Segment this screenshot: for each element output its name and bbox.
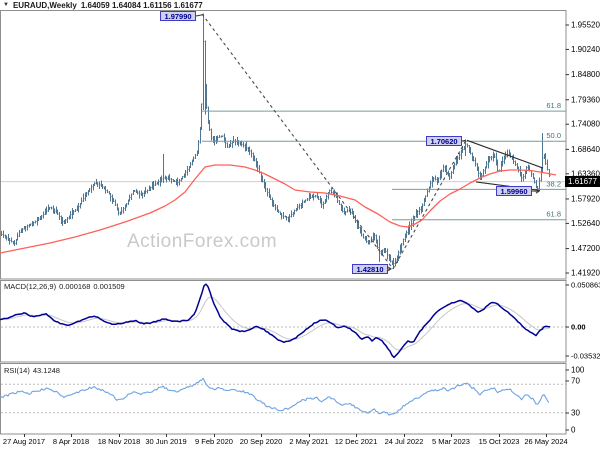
date-axis-label: 5 Mar 2023: [432, 437, 470, 446]
date-axis-label: 12 Dec 2021: [335, 437, 378, 446]
fib-level-label: 38.2: [546, 179, 561, 188]
macd-main-line: [0, 283, 551, 359]
price-axis-label: 1.68640: [571, 145, 600, 154]
dashed-trendline: [392, 140, 467, 270]
date-axis-label: 27 Aug 2017: [3, 437, 45, 446]
date-axis-label: 20 Sep 2020: [240, 437, 283, 446]
macd-signal-line: [0, 296, 551, 351]
rsi-line: [0, 377, 550, 416]
rsi-axis-label: 100: [571, 366, 585, 375]
flag-connector-arrow: [387, 266, 392, 272]
ohlc-values: 1.64059 1.64084 1.61156 1.61677: [80, 0, 203, 10]
rsi-panel-frame: [0, 363, 567, 435]
date-axis-label: 26 May 2024: [524, 437, 567, 446]
date-axis-label: 24 Jul 2022: [385, 437, 424, 446]
flag-connector-arrow: [535, 188, 540, 194]
moving-average-line: [0, 164, 557, 254]
macd-value-main: 0.000168: [59, 282, 91, 291]
rsi-name: RSI(14): [4, 366, 30, 375]
date-axis-label: 2 May 2021: [289, 437, 328, 446]
date-axis-label: 8 Apr 2018: [53, 437, 89, 446]
macd-indicator-label: MACD(12,26,9) 0.000168 0.001509: [4, 282, 128, 291]
price-flag-resistance[interactable]: 1.70620: [426, 136, 462, 146]
rsi-axis-label: 30: [571, 409, 580, 418]
rsi-value: 43.1248: [32, 366, 60, 375]
price-bar-close-ticks: [1, 40, 551, 264]
price-flag-low[interactable]: 1.42810: [352, 264, 388, 274]
price-axis-label: 1.90240: [571, 45, 600, 54]
watermark: ActionForex.com: [127, 231, 278, 252]
chart-header: ▼ EURAUD,Weekly 1.64059 1.64084 1.61156 …: [3, 0, 203, 10]
symbol-dropdown-icon[interactable]: ▼: [3, 2, 9, 8]
price-axis-label: 1.47200: [571, 244, 600, 253]
macd-panel-frame: [0, 280, 567, 363]
date-axis-label: 30 Jun 2019: [145, 437, 186, 446]
price-axis-label: 1.57920: [571, 194, 600, 203]
main-panel-frame: [0, 10, 567, 280]
price-axis-label: 1.41920: [571, 269, 600, 278]
fib-level-label: 50.0: [546, 131, 561, 140]
dashed-trendline: [201, 13, 394, 270]
price-axis-label: 1.74080: [571, 120, 600, 129]
flag-connector: [461, 139, 467, 142]
flag-connector: [195, 14, 203, 17]
price-axis-label: 1.63360: [571, 169, 600, 178]
macd-value-signal: 0.001509: [93, 282, 125, 291]
price-flag-high[interactable]: 1.97990: [160, 11, 196, 21]
date-axis-label: 18 Nov 2018: [98, 437, 141, 446]
fib-level-label: 61.8: [546, 101, 561, 110]
macd-name: MACD(12,26,9): [4, 282, 57, 291]
date-axis-label: 15 Oct 2023: [479, 437, 520, 446]
fib-level-label: 61.8: [546, 210, 561, 219]
macd-axis-label: 0.050863: [571, 281, 600, 290]
macd-axis-label: 0.00: [571, 323, 586, 332]
price-axis-label: 1.52640: [571, 219, 600, 228]
macd-axis-label: -0.035322: [571, 352, 600, 361]
price-axis-label: 1.84800: [571, 70, 600, 79]
rsi-axis-label: 0: [571, 426, 576, 435]
rsi-axis-label: 70: [571, 377, 580, 386]
current-price-badge: 1.61677: [565, 176, 600, 188]
rsi-indicator-label: RSI(14) 43.1248: [4, 366, 63, 375]
trendline: [466, 139, 544, 169]
price-axis-label: 1.95520: [571, 21, 600, 30]
price-axis-label: 1.79360: [571, 95, 600, 104]
symbol-timeframe-label: EURAUD,Weekly: [12, 0, 77, 10]
price-flag-support[interactable]: 1.59960: [496, 186, 532, 196]
date-axis-label: 9 Feb 2020: [195, 437, 233, 446]
